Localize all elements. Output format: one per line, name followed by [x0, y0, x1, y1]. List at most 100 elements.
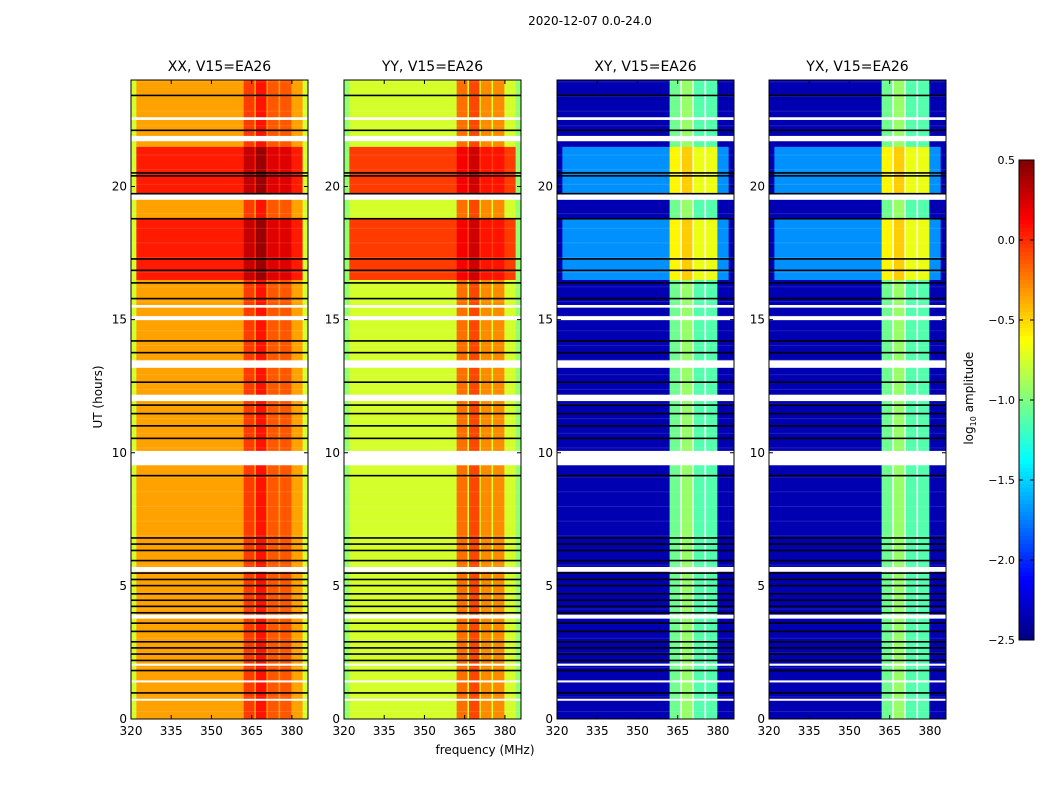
heatmap-cell	[692, 197, 695, 219]
heatmap-cell	[881, 197, 893, 219]
flagged-time-band	[557, 698, 734, 701]
heatmap-cell	[557, 80, 563, 147]
flagged-time-band	[769, 194, 946, 200]
y-tick-label: 20	[750, 180, 765, 194]
flag-line	[344, 630, 521, 633]
heatmap-cell	[774, 197, 882, 219]
heatmap-stripe	[344, 447, 521, 449]
flag-line	[344, 622, 521, 624]
heatmap-cell	[515, 80, 522, 147]
heatmap-stripe	[344, 286, 521, 288]
heatmap-cell	[243, 146, 255, 198]
heatmap-cell	[893, 80, 905, 147]
heatmap-cell	[479, 279, 482, 720]
heatmap-stripe	[131, 388, 308, 390]
heatmap-cell	[728, 197, 735, 219]
flag-line	[131, 572, 308, 574]
heatmap-stripe	[557, 520, 734, 522]
flag-line	[557, 611, 734, 614]
colorbar-segment	[1019, 432, 1034, 437]
colorbar-segment	[1019, 252, 1034, 257]
flagged-time-band	[131, 135, 308, 142]
heatmap-stripe	[557, 213, 734, 215]
panel-frame	[556, 79, 735, 720]
heatmap-stripe	[769, 491, 946, 493]
flag-line	[557, 192, 734, 195]
heatmap-stripe	[344, 81, 521, 83]
colorbar-segment	[1019, 332, 1034, 337]
flag-line	[131, 351, 308, 354]
heatmap-stripe	[344, 418, 521, 420]
colorbar-segment	[1019, 408, 1034, 413]
flag-line	[769, 630, 946, 633]
heatmap-stripe	[131, 564, 308, 566]
heatmap-stripe	[769, 520, 946, 522]
heatmap-stripe	[131, 183, 308, 185]
colorbar-segment	[1019, 248, 1034, 253]
heatmap-cell	[479, 80, 482, 147]
heatmap-cell	[136, 146, 244, 198]
heatmap-cell	[693, 218, 705, 280]
colorbar-segment	[1019, 460, 1034, 465]
heatmap-cell	[929, 197, 941, 219]
heatmap-cell	[243, 279, 255, 720]
flag-line	[131, 647, 308, 649]
heatmap-cell	[704, 218, 707, 280]
heatmap-stripe	[769, 388, 946, 390]
colorbar-segment	[1019, 488, 1034, 493]
flag-line	[344, 549, 521, 552]
heatmap-stripe	[344, 344, 521, 346]
flag-line	[344, 659, 521, 662]
x-tick-label: 350	[838, 724, 861, 738]
heatmap-cell	[940, 146, 947, 198]
heatmap-stripe	[344, 242, 521, 244]
panel-title-xy: XY, V15=EA26	[594, 59, 697, 75]
colorbar-segment	[1019, 472, 1034, 477]
flag-line	[557, 340, 734, 342]
heatmap-cell	[278, 80, 281, 147]
colorbar-tick-label: −0.5	[988, 314, 1015, 327]
flag-line	[769, 351, 946, 354]
heatmap-stripe	[131, 652, 308, 654]
colorbar-segment	[1019, 508, 1034, 513]
flag-line	[557, 653, 734, 655]
flag-line	[557, 622, 734, 624]
heatmap-cell	[131, 218, 137, 280]
flagged-time-band	[557, 663, 734, 666]
heatmap-cell	[693, 197, 705, 219]
flag-line	[131, 593, 308, 595]
flag-line	[769, 474, 946, 477]
flag-line	[131, 584, 308, 587]
colorbar-segment	[1019, 172, 1034, 177]
heatmap-cell	[717, 279, 729, 720]
heatmap-cell	[904, 80, 907, 147]
heatmap-stripe	[557, 403, 734, 405]
x-tick-label: 350	[200, 724, 223, 738]
heatmap-stripe	[131, 447, 308, 449]
heatmap-stripe	[131, 711, 308, 713]
colorbar-segment	[1019, 424, 1034, 429]
colorbar-segment	[1019, 368, 1034, 373]
colorbar-segment	[1019, 548, 1034, 553]
colorbar-segment	[1019, 260, 1034, 265]
flagged-time-band	[131, 394, 308, 402]
colorbar-segment	[1019, 624, 1034, 629]
heatmap-cell	[680, 197, 683, 219]
heatmap-stripe	[769, 374, 946, 376]
heatmap-stripe	[769, 110, 946, 112]
heatmap-cell	[717, 80, 729, 147]
heatmap-cell	[467, 218, 470, 280]
heatmap-cell	[881, 146, 893, 198]
colorbar-segment	[1019, 496, 1034, 501]
flagged-time-band	[557, 450, 734, 466]
flag-line	[344, 175, 521, 177]
heatmap-cell	[278, 279, 281, 720]
heatmap-stripe	[769, 667, 946, 669]
flag-line	[344, 172, 521, 174]
heatmap-cell	[693, 279, 705, 720]
heatmap-cell	[468, 146, 480, 198]
flagged-time-band	[557, 566, 734, 572]
colorbar-segment	[1019, 580, 1034, 585]
colorbar-segment	[1019, 592, 1034, 597]
